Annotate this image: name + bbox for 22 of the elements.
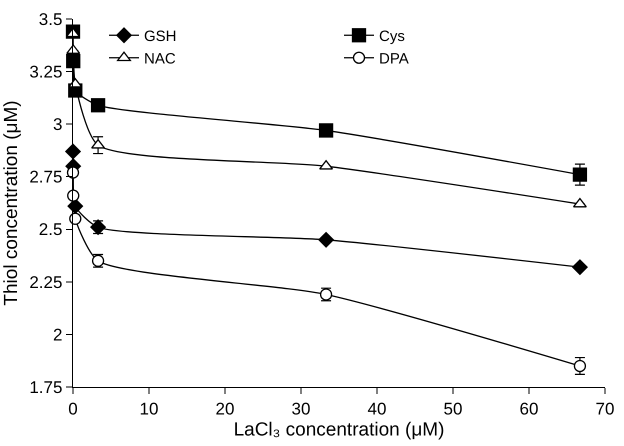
x-tick-label: 20 xyxy=(216,400,234,419)
x-tick-label: 0 xyxy=(68,400,78,419)
x-tick-label: 50 xyxy=(444,400,462,419)
y-tick-label: 3 xyxy=(52,115,62,134)
x-tick-label: 30 xyxy=(292,400,310,419)
y-tick-label: 2.75 xyxy=(29,168,62,187)
legend-label: Cys xyxy=(379,28,405,46)
x-tick-label: 70 xyxy=(596,400,614,419)
x-tick-label: 40 xyxy=(368,400,386,419)
x-tick-label: 10 xyxy=(140,400,158,419)
x-tick-label: 60 xyxy=(520,400,538,419)
y-axis-title: Thiol concentration (μM) xyxy=(1,100,22,306)
y-tick-label: 2.5 xyxy=(38,220,62,240)
y-tick-label: 3.25 xyxy=(29,62,62,82)
y-tick-label: 2 xyxy=(52,325,62,344)
y-tick-label: 3.5 xyxy=(38,10,62,29)
x-axis-title: LaCl₃ concentration (μM) xyxy=(234,419,444,440)
legend-label: GSH xyxy=(144,28,177,46)
y-tick-label: 1.75 xyxy=(29,378,62,397)
legend-label: NAC xyxy=(144,50,176,68)
legend-label: DPA xyxy=(379,50,409,68)
y-tick-label: 2.25 xyxy=(29,272,62,292)
